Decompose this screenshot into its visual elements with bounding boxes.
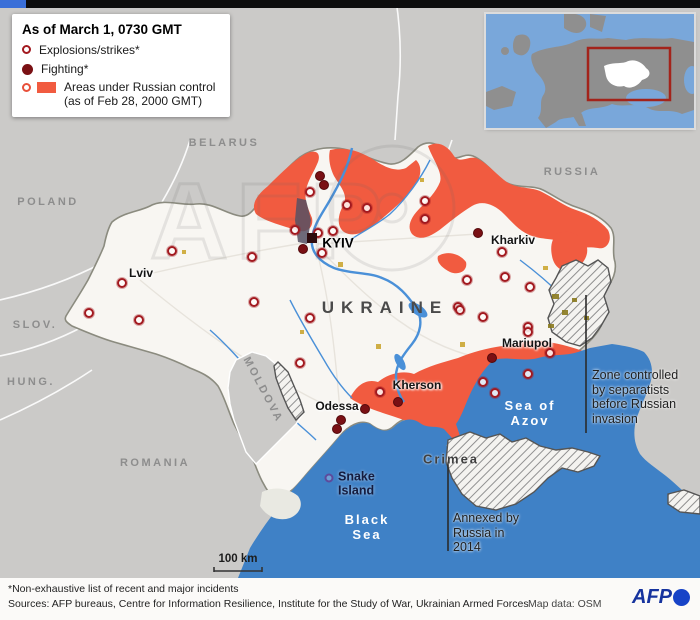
footer-note: *Non-exhaustive list of recent and major… <box>8 583 239 595</box>
crimea-shape <box>445 431 602 511</box>
rivers <box>209 147 589 441</box>
transnistria-shape <box>273 361 305 422</box>
coastal-hatch-patch <box>667 489 700 515</box>
ukraine-highlight-rect <box>586 46 672 102</box>
afp-logo: AFP <box>632 586 690 609</box>
svg-text:AFP: AFP <box>150 160 390 281</box>
russian-control-icon <box>22 82 56 93</box>
inset-black-sea <box>626 89 666 107</box>
legend-item-fighting: Fighting* <box>22 61 220 77</box>
fighting-icon <box>22 63 33 75</box>
europe-inset-map <box>486 13 700 128</box>
afp-logo-text: AFP <box>632 586 672 608</box>
footer: *Non-exhaustive list of recent and major… <box>0 578 700 620</box>
legend-box: As of March 1, 0730 GMT Explosions/strik… <box>12 14 230 117</box>
legend-title: As of March 1, 0730 GMT <box>22 22 182 37</box>
legend-item-label: Fighting* <box>41 61 89 76</box>
legend-item-control: Areas under Russian control (as of Feb 2… <box>22 80 220 108</box>
road-lines <box>139 233 493 413</box>
danube-delta <box>260 488 301 520</box>
scale-bar: 100 km <box>213 553 263 572</box>
footer-sources: Sources: AFP bureaus, Centre for Informa… <box>8 598 529 610</box>
leader-lines <box>447 295 587 551</box>
legend-item-label: Explosions/strikes* <box>39 43 140 57</box>
top-bar <box>0 0 700 8</box>
explosion-icon <box>22 45 31 54</box>
legend-item-label: Areas under Russian control (as of Feb 2… <box>64 80 216 108</box>
afp-watermark: AFP <box>149 144 456 283</box>
svg-text:100 km: 100 km <box>218 553 257 565</box>
separatist-zone-shape <box>547 259 612 347</box>
inset-ukraine <box>604 60 650 88</box>
hatched-zones <box>273 259 700 515</box>
map-data-credit: Map data: OSM <box>528 598 602 610</box>
top-bar-accent <box>0 0 26 8</box>
afp-globe-icon <box>673 589 690 606</box>
legend-item-explosions: Explosions/strikes* <box>22 43 220 58</box>
